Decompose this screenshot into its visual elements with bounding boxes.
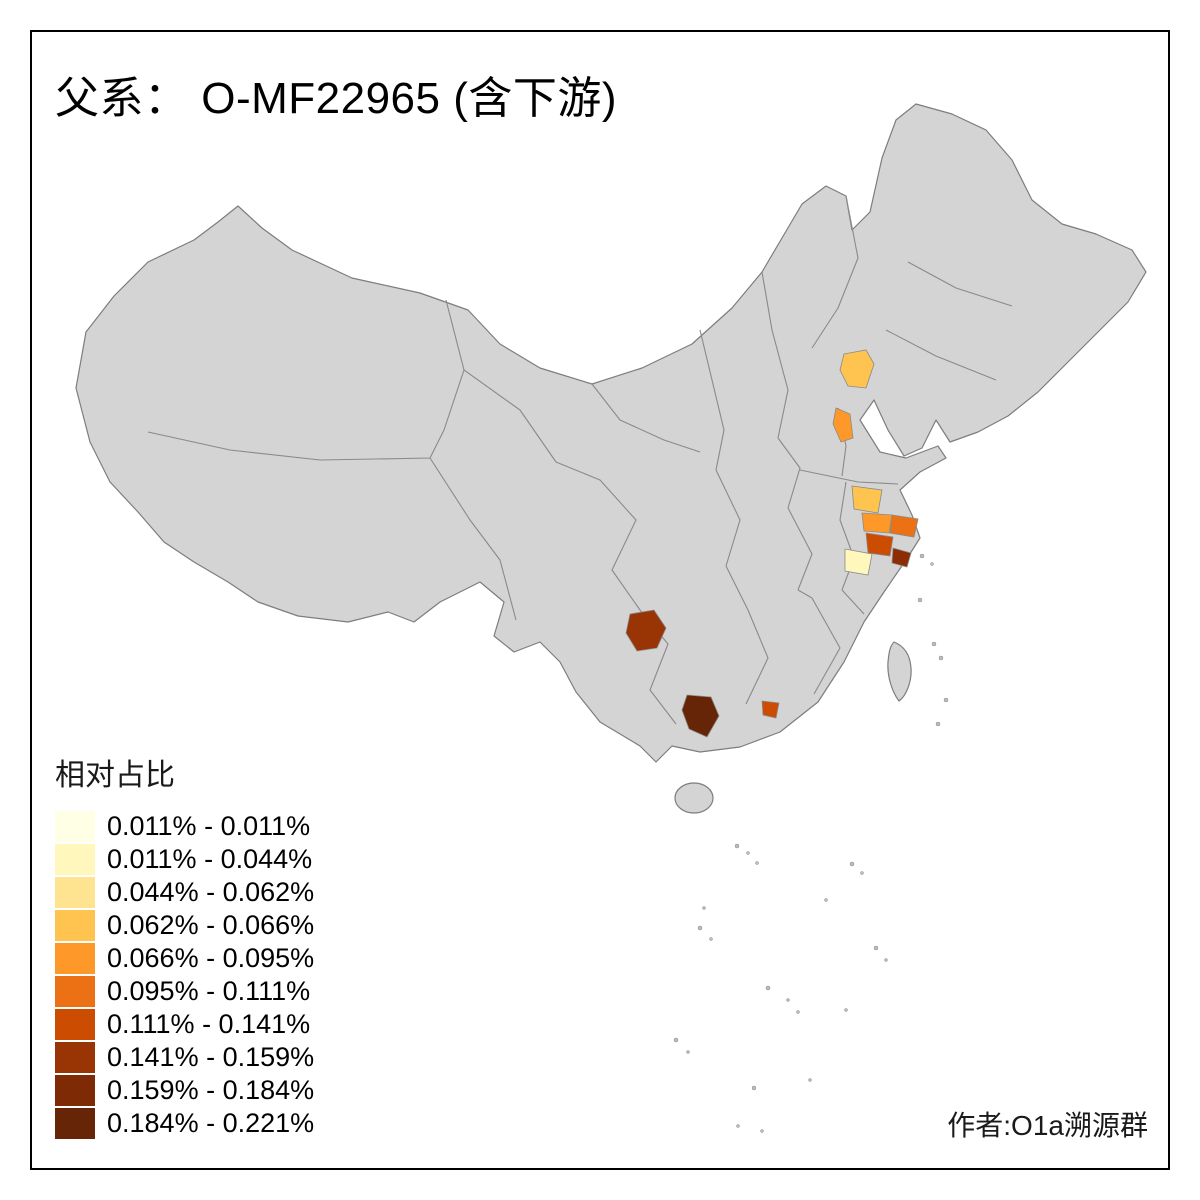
region-shandong-west [832,407,854,443]
region-jiangsu-mid [861,512,893,534]
legend-swatch [55,1009,95,1040]
south-china-sea-islands [673,553,949,1133]
legend-item: 0.062% - 0.066% [55,909,314,942]
legend-swatch [55,877,95,908]
hainan-island [674,782,714,814]
legend-label: 0.062% - 0.066% [107,910,315,940]
legend-swatch [55,976,95,1007]
legend-item: 0.044% - 0.062% [55,876,314,909]
region-tianjin [839,349,875,389]
author-credit: 作者:O1a溯源群 [947,1110,1148,1141]
legend-label: 0.066% - 0.095% [107,943,315,973]
legend-swatch [55,1075,95,1106]
legend-label: 0.111% - 0.141% [107,1009,311,1039]
legend-label: 0.011% - 0.011% [107,811,311,841]
legend-swatch [55,811,95,842]
legend-swatch [55,943,95,974]
legend-swatch [55,1108,95,1139]
legend-label: 0.095% - 0.111% [107,976,311,1006]
legend-label: 0.011% - 0.044% [107,844,313,874]
highlighted-regions [625,349,919,738]
map-title: 父系： O-MF22965 (含下游) [55,74,618,123]
legend-item: 0.141% - 0.159% [55,1041,314,1074]
region-jiangsu-east [889,514,919,538]
legend-item: 0.066% - 0.095% [55,942,314,975]
legend-label: 0.044% - 0.062% [107,877,315,907]
region-shanghai [891,547,912,568]
legend-label: 0.159% - 0.184% [107,1075,315,1105]
legend-item: 0.095% - 0.111% [55,975,314,1008]
region-jiangsu-pale [844,548,873,576]
legend-title: 相对占比 [55,759,175,792]
region-guizhou [625,609,667,652]
region-jiangsu-south [865,532,894,557]
region-jiangsu-north [851,485,883,514]
region-guangxi [681,694,720,738]
legend-item: 0.159% - 0.184% [55,1074,314,1107]
region-guangdong-spot [761,700,780,719]
legend-swatch [55,1042,95,1073]
legend-item: 0.111% - 0.141% [55,1008,314,1041]
legend-item: 0.011% - 0.011% [55,810,314,843]
province-borders [147,195,1013,725]
legend-item: 0.011% - 0.044% [55,843,314,876]
legend-swatch [55,844,95,875]
legend-swatch [55,910,95,941]
legend-item: 0.184% - 0.221% [55,1107,314,1140]
taiwan-island [887,641,912,702]
mainland-china [75,103,1147,763]
legend-label: 0.184% - 0.221% [107,1108,315,1138]
legend: 相对占比 0.011% - 0.011% 0.011% - 0.044% 0.0… [55,750,314,1140]
legend-label: 0.141% - 0.159% [107,1042,315,1072]
